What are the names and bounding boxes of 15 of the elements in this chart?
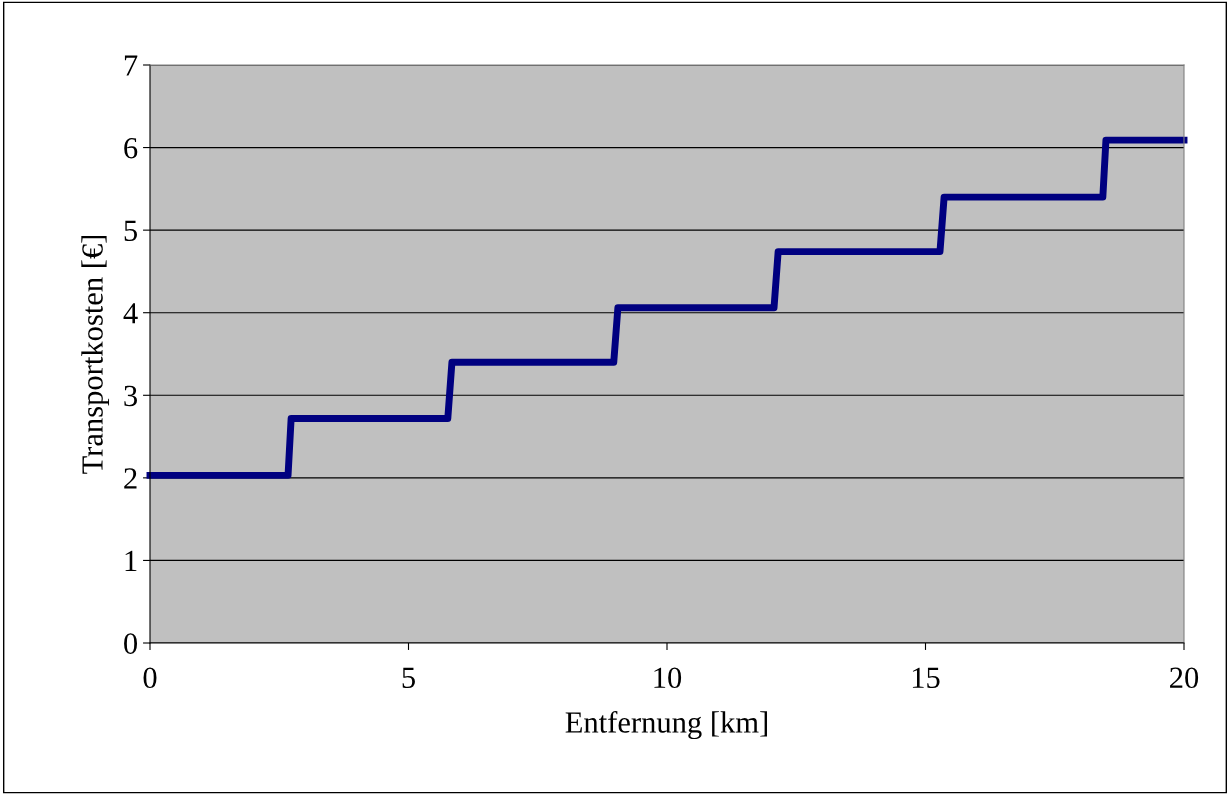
x-tick-label: 10 — [654, 667, 682, 689]
y-axis-title: Transportkosten [€] — [81, 235, 110, 474]
x-tick-label: 20 — [1170, 667, 1199, 689]
y-tick-label: 5 — [124, 220, 137, 242]
y-tick-label: 6 — [124, 137, 138, 159]
y-tick-label: 3 — [124, 385, 137, 407]
y-tick-label: 0 — [124, 633, 138, 654]
y-tick-label: 4 — [123, 303, 138, 324]
x-tick-label: 5 — [402, 667, 415, 689]
y-tick-label: 2 — [124, 468, 137, 489]
x-tick-label: 0 — [143, 667, 157, 689]
x-tick-label: 15 — [912, 667, 940, 689]
y-tick-label: 7 — [124, 55, 138, 76]
x-axis-title: Entfernung [km] — [565, 710, 767, 740]
y-tick-label: 1 — [125, 550, 137, 572]
